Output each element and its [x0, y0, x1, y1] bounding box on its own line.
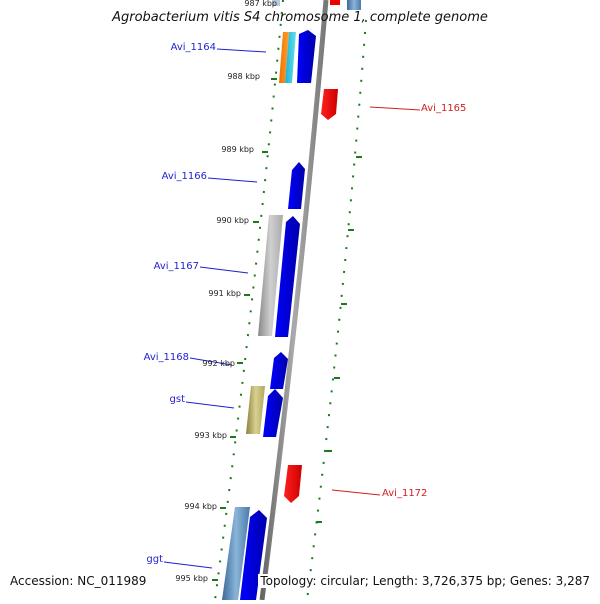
map-title: Agrobacterium vitis S4 chromosome 1, com…: [112, 10, 488, 25]
tick-label: 987 kbp: [244, 0, 277, 8]
backbone: [259, 0, 329, 601]
gene-label-avi-1172[interactable]: Avi_1172: [382, 488, 428, 499]
tick-label: 988 kbp: [227, 72, 260, 81]
gene-gst-olive[interactable]: [246, 386, 265, 434]
tick-label: 994 kbp: [184, 502, 217, 511]
tick-ring-left: [214, 0, 284, 601]
gene-avi-1165-cds[interactable]: [321, 89, 338, 120]
tick-label: 995 kbp: [175, 574, 208, 583]
gene-label-gst[interactable]: gst: [169, 394, 185, 405]
gene-avi-1166-cds[interactable]: [288, 162, 305, 209]
gene-label-ggt[interactable]: ggt: [146, 554, 163, 565]
tick-label: 989 kbp: [221, 145, 254, 154]
tick-label: 990 kbp: [216, 216, 249, 225]
topology-text: Topology: circular; Length: 3,726,375 bp…: [258, 574, 592, 588]
tick-label: 993 kbp: [194, 431, 227, 440]
gene-ggt-cds[interactable]: [240, 510, 267, 600]
tick-marks: [212, 78, 362, 581]
partial-gene-top-steel[interactable]: [347, 0, 361, 10]
gene-label-avi-1164[interactable]: Avi_1164: [170, 42, 216, 53]
gene-avi-1172-cds[interactable]: [284, 465, 302, 503]
gene-avi-1164-cyan[interactable]: [285, 32, 296, 83]
gene-label-avi-1165[interactable]: Avi_1165: [421, 103, 467, 114]
tick-label: 992 kbp: [202, 359, 235, 368]
leader-lines: [163, 48, 421, 569]
gene-avi-1167-gray[interactable]: [258, 215, 283, 336]
gene-gst-cds[interactable]: [263, 389, 283, 437]
gene-ggt-steel[interactable]: [222, 507, 250, 600]
gene-label-avi-1166[interactable]: Avi_1166: [161, 171, 207, 182]
tick-label: 991 kbp: [208, 289, 241, 298]
gene-avi-1164-orange[interactable]: [279, 32, 289, 83]
gene-avi-1167-cds[interactable]: [275, 216, 300, 337]
partial-gene-top-gray[interactable]: [272, 0, 280, 6]
partial-gene-top-red[interactable]: [330, 0, 340, 5]
accession-text: Accession: NC_011989: [8, 574, 149, 588]
gene-label-avi-1168[interactable]: Avi_1168: [143, 352, 189, 363]
gene-avi-1164-cds[interactable]: [297, 30, 316, 83]
gene-label-avi-1167[interactable]: Avi_1167: [153, 261, 199, 272]
gene-avi-1168-cds[interactable]: [270, 352, 288, 389]
